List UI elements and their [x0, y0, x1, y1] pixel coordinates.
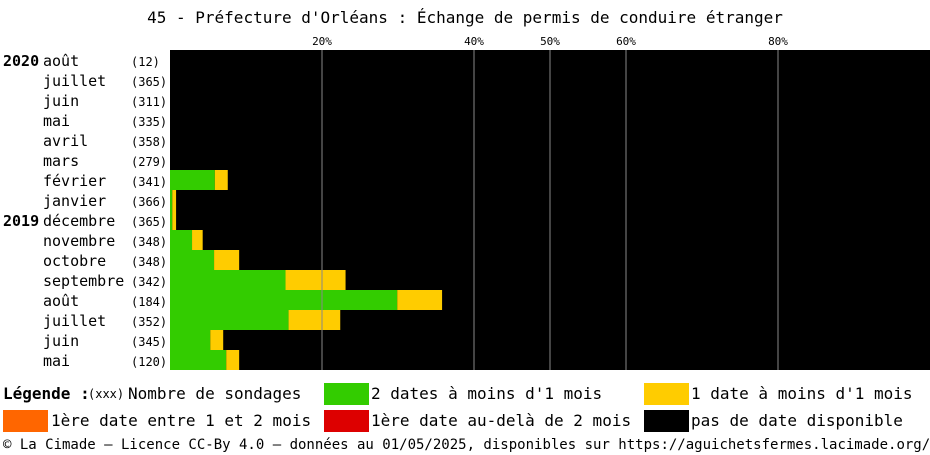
- count-label: (12): [131, 55, 160, 69]
- count-label: (366): [131, 195, 167, 209]
- footer-credits: © La Cimade — Licence CC-By 4.0 — donnée…: [3, 437, 930, 453]
- count-label: (335): [131, 115, 167, 129]
- bar-one-date: [288, 310, 341, 330]
- count-label: (365): [131, 75, 167, 89]
- bar-two-dates: [170, 210, 173, 230]
- month-label: octobre: [43, 252, 106, 270]
- month-label: août: [43, 292, 79, 310]
- x-tick-label: 60%: [616, 35, 636, 48]
- bar-one-date: [214, 250, 240, 270]
- count-label: (184): [131, 295, 167, 309]
- bar-one-date: [397, 290, 443, 310]
- month-label: février: [43, 172, 106, 190]
- month-label: mai: [43, 352, 70, 370]
- count-label: (342): [131, 275, 167, 289]
- count-label: (120): [131, 355, 167, 369]
- legend-label-first-beyond-2-months: 1ère date au-delà de 2 mois: [371, 411, 632, 430]
- year-label: 2020: [3, 52, 39, 70]
- legend-count-code: (xxx): [88, 387, 125, 401]
- bar-one-date: [210, 330, 224, 350]
- count-label: (348): [131, 255, 167, 269]
- month-label: août: [43, 52, 79, 70]
- month-label: juillet: [43, 312, 106, 330]
- chart-title: 45 - Préfecture d'Orléans : Échange de p…: [147, 8, 783, 27]
- legend-swatch-first-1-2-months: [3, 410, 48, 432]
- bar-one-date: [172, 190, 177, 210]
- legend-label-two-dates: 2 dates à moins d'1 mois: [371, 384, 603, 403]
- chart: 2020 août (12)juillet (365)juin (311)mai (335…: [3, 35, 930, 370]
- bar-two-dates: [170, 350, 227, 370]
- legend-label-no-date: pas de date disponible: [691, 411, 903, 430]
- legend: Légende : (xxx) Nombre de sondages 2 dat…: [0, 383, 930, 433]
- bar-two-dates: [170, 250, 215, 270]
- count-label: (348): [131, 235, 167, 249]
- year-label: 2019: [3, 212, 39, 230]
- x-tick-label: 40%: [464, 35, 484, 48]
- bar-two-dates: [170, 310, 289, 330]
- legend-label-one-date: 1 date à moins d'1 mois: [691, 384, 913, 403]
- month-label: novembre: [43, 232, 115, 250]
- count-label: (341): [131, 175, 167, 189]
- count-label: (352): [131, 315, 167, 329]
- month-label: décembre: [43, 212, 115, 230]
- legend-swatch-two-dates: [324, 383, 369, 405]
- bar-two-dates: [170, 330, 211, 350]
- x-tick-label: 20%: [312, 35, 332, 48]
- legend-count-text: Nombre de sondages: [128, 384, 302, 403]
- count-label: (345): [131, 335, 167, 349]
- bar-one-date: [172, 210, 177, 230]
- count-label: (365): [131, 215, 167, 229]
- bar-two-dates: [170, 170, 215, 190]
- month-label: janvier: [43, 192, 106, 210]
- bar-two-dates: [170, 190, 173, 210]
- month-label: juin: [43, 92, 79, 110]
- bar-two-dates: [170, 230, 193, 250]
- count-label: (358): [131, 135, 167, 149]
- count-label: (311): [131, 95, 167, 109]
- legend-swatch-no-date: [644, 410, 689, 432]
- bar-one-date: [192, 230, 203, 250]
- legend-swatch-one-date: [644, 383, 689, 405]
- month-label: mars: [43, 152, 79, 170]
- legend-swatch-first-beyond-2-months: [324, 410, 369, 432]
- month-label: juillet: [43, 72, 106, 90]
- count-label: (279): [131, 155, 167, 169]
- legend-label-first-1-2-months: 1ère date entre 1 et 2 mois: [51, 411, 312, 430]
- month-label: septembre: [43, 272, 124, 290]
- month-label: mai: [43, 112, 70, 130]
- x-tick-label: 80%: [768, 35, 788, 48]
- month-label: juin: [43, 332, 79, 350]
- legend-heading: Légende :: [3, 384, 90, 403]
- bar-two-dates: [170, 270, 286, 290]
- bar-one-date: [226, 350, 240, 370]
- bar-one-date: [285, 270, 346, 290]
- bar-two-dates: [170, 290, 398, 310]
- x-tick-label: 50%: [540, 35, 560, 48]
- month-label: avril: [43, 132, 88, 150]
- bar-one-date: [214, 170, 228, 190]
